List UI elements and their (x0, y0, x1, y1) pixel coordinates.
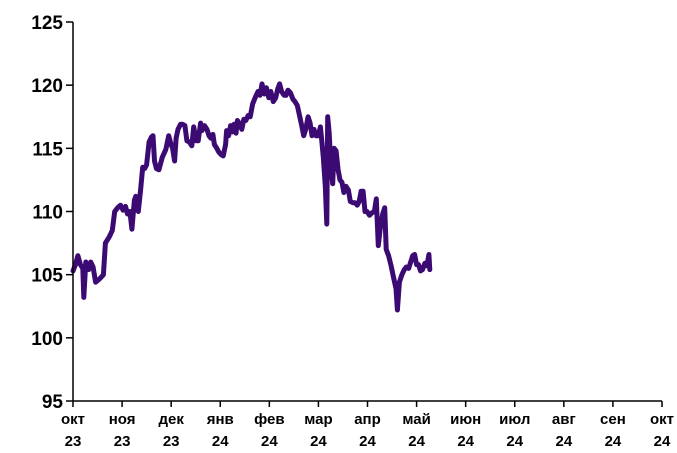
series-line (70, 81, 433, 313)
x-tick-year: 24 (506, 433, 523, 450)
x-tick-label: окт 23 (61, 411, 85, 450)
x-tick-year: 23 (65, 433, 82, 450)
x-tick-year: 24 (654, 433, 671, 450)
x-tick-year: 24 (457, 433, 474, 450)
y-tick-label: 115 (32, 139, 63, 160)
x-tick-label: янв 24 (207, 411, 234, 450)
x-tick-label: фев 24 (254, 411, 285, 450)
x-tick-month: окт (61, 411, 85, 428)
x-tick-year: 24 (605, 433, 622, 450)
x-tick-year: 24 (408, 433, 425, 450)
x-tick-month: май (402, 411, 430, 428)
x-tick-month: июл (499, 411, 530, 428)
y-axis-ticks: 95 100 105 110 115 120 125 (31, 13, 73, 413)
x-tick-month: окт (650, 411, 674, 428)
x-tick-label: ноя 23 (109, 411, 136, 450)
y-tick-label: 105 (31, 266, 63, 287)
x-axis-ticks: окт 23 ноя 23 дек 23 янв 24 фев 24 мар 24 апр 24 май 24… (61, 401, 674, 450)
y-tick-label: 120 (31, 76, 63, 97)
x-tick-label: мар 24 (304, 411, 332, 450)
x-tick-year: 24 (261, 433, 278, 450)
y-tick-label: 110 (32, 203, 63, 224)
y-tick-label: 100 (31, 329, 63, 350)
x-tick-month: ноя (109, 411, 136, 428)
y-tick-label: 95 (42, 392, 64, 413)
x-tick-month: апр (354, 411, 381, 428)
x-tick-label: апр 24 (354, 411, 381, 450)
x-tick-label: окт 24 (650, 411, 674, 450)
x-tick-year: 24 (212, 433, 229, 450)
x-tick-year: 23 (163, 433, 180, 450)
x-tick-month: янв (207, 411, 234, 428)
x-tick-month: июн (450, 411, 481, 428)
x-tick-month: сен (600, 411, 626, 428)
x-tick-year: 24 (555, 433, 572, 450)
x-tick-label: дек 23 (158, 411, 184, 450)
x-tick-month: авг (552, 411, 576, 428)
x-tick-month: мар (304, 411, 332, 428)
x-tick-label: июн 24 (450, 411, 481, 450)
x-tick-year: 24 (359, 433, 376, 450)
x-tick-year: 23 (114, 433, 131, 450)
y-tick-label: 125 (31, 13, 63, 34)
x-tick-label: сен 24 (600, 411, 626, 450)
x-tick-label: май 24 (402, 411, 430, 450)
x-tick-year: 24 (310, 433, 327, 450)
x-tick-month: фев (254, 411, 285, 428)
x-tick-label: авг 24 (552, 411, 576, 450)
x-tick-label: июл 24 (499, 411, 530, 450)
x-tick-month: дек (158, 411, 184, 428)
